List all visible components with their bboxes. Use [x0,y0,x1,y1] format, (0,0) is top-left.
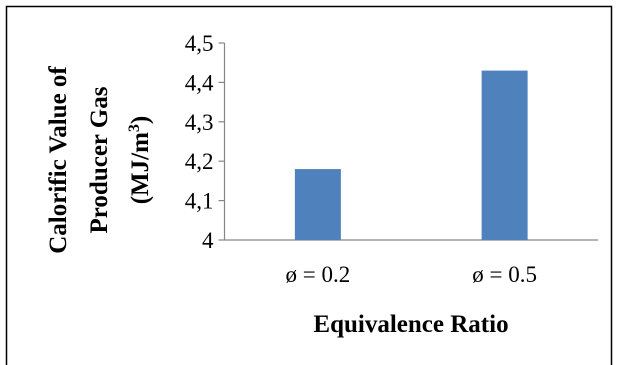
x-tick-label: ø = 0.5 [472,262,537,287]
x-ticks: ø = 0.2 ø = 0.5 [286,262,537,287]
y-tick-label: 4,1 [185,189,214,214]
y-tick-label: 4,5 [185,31,214,56]
y-tick-label: 4,2 [185,149,214,174]
bar [481,70,528,240]
y-tick-label: 4 [202,228,214,253]
y-ticks: 4 4,1 4,2 4,3 4,4 4,5 [185,31,225,253]
y-axis-title-line-2: Producer Gas [86,86,113,233]
y-axis-title-line-1: Calorific Value of [45,66,72,254]
bar [294,169,341,240]
y-tick-label: 4,3 [185,110,214,135]
x-tick-label: ø = 0.2 [286,262,351,287]
chart-frame [5,5,613,365]
bars [294,70,528,240]
y-axis-title: Calorific Value of Producer Gas (MJ/m3) [45,66,154,254]
x-axis-title: Equivalence Ratio [313,311,508,338]
y-tick-label: 4,4 [185,70,214,95]
y-axis-title-line-3: (MJ/m3) [126,116,154,205]
